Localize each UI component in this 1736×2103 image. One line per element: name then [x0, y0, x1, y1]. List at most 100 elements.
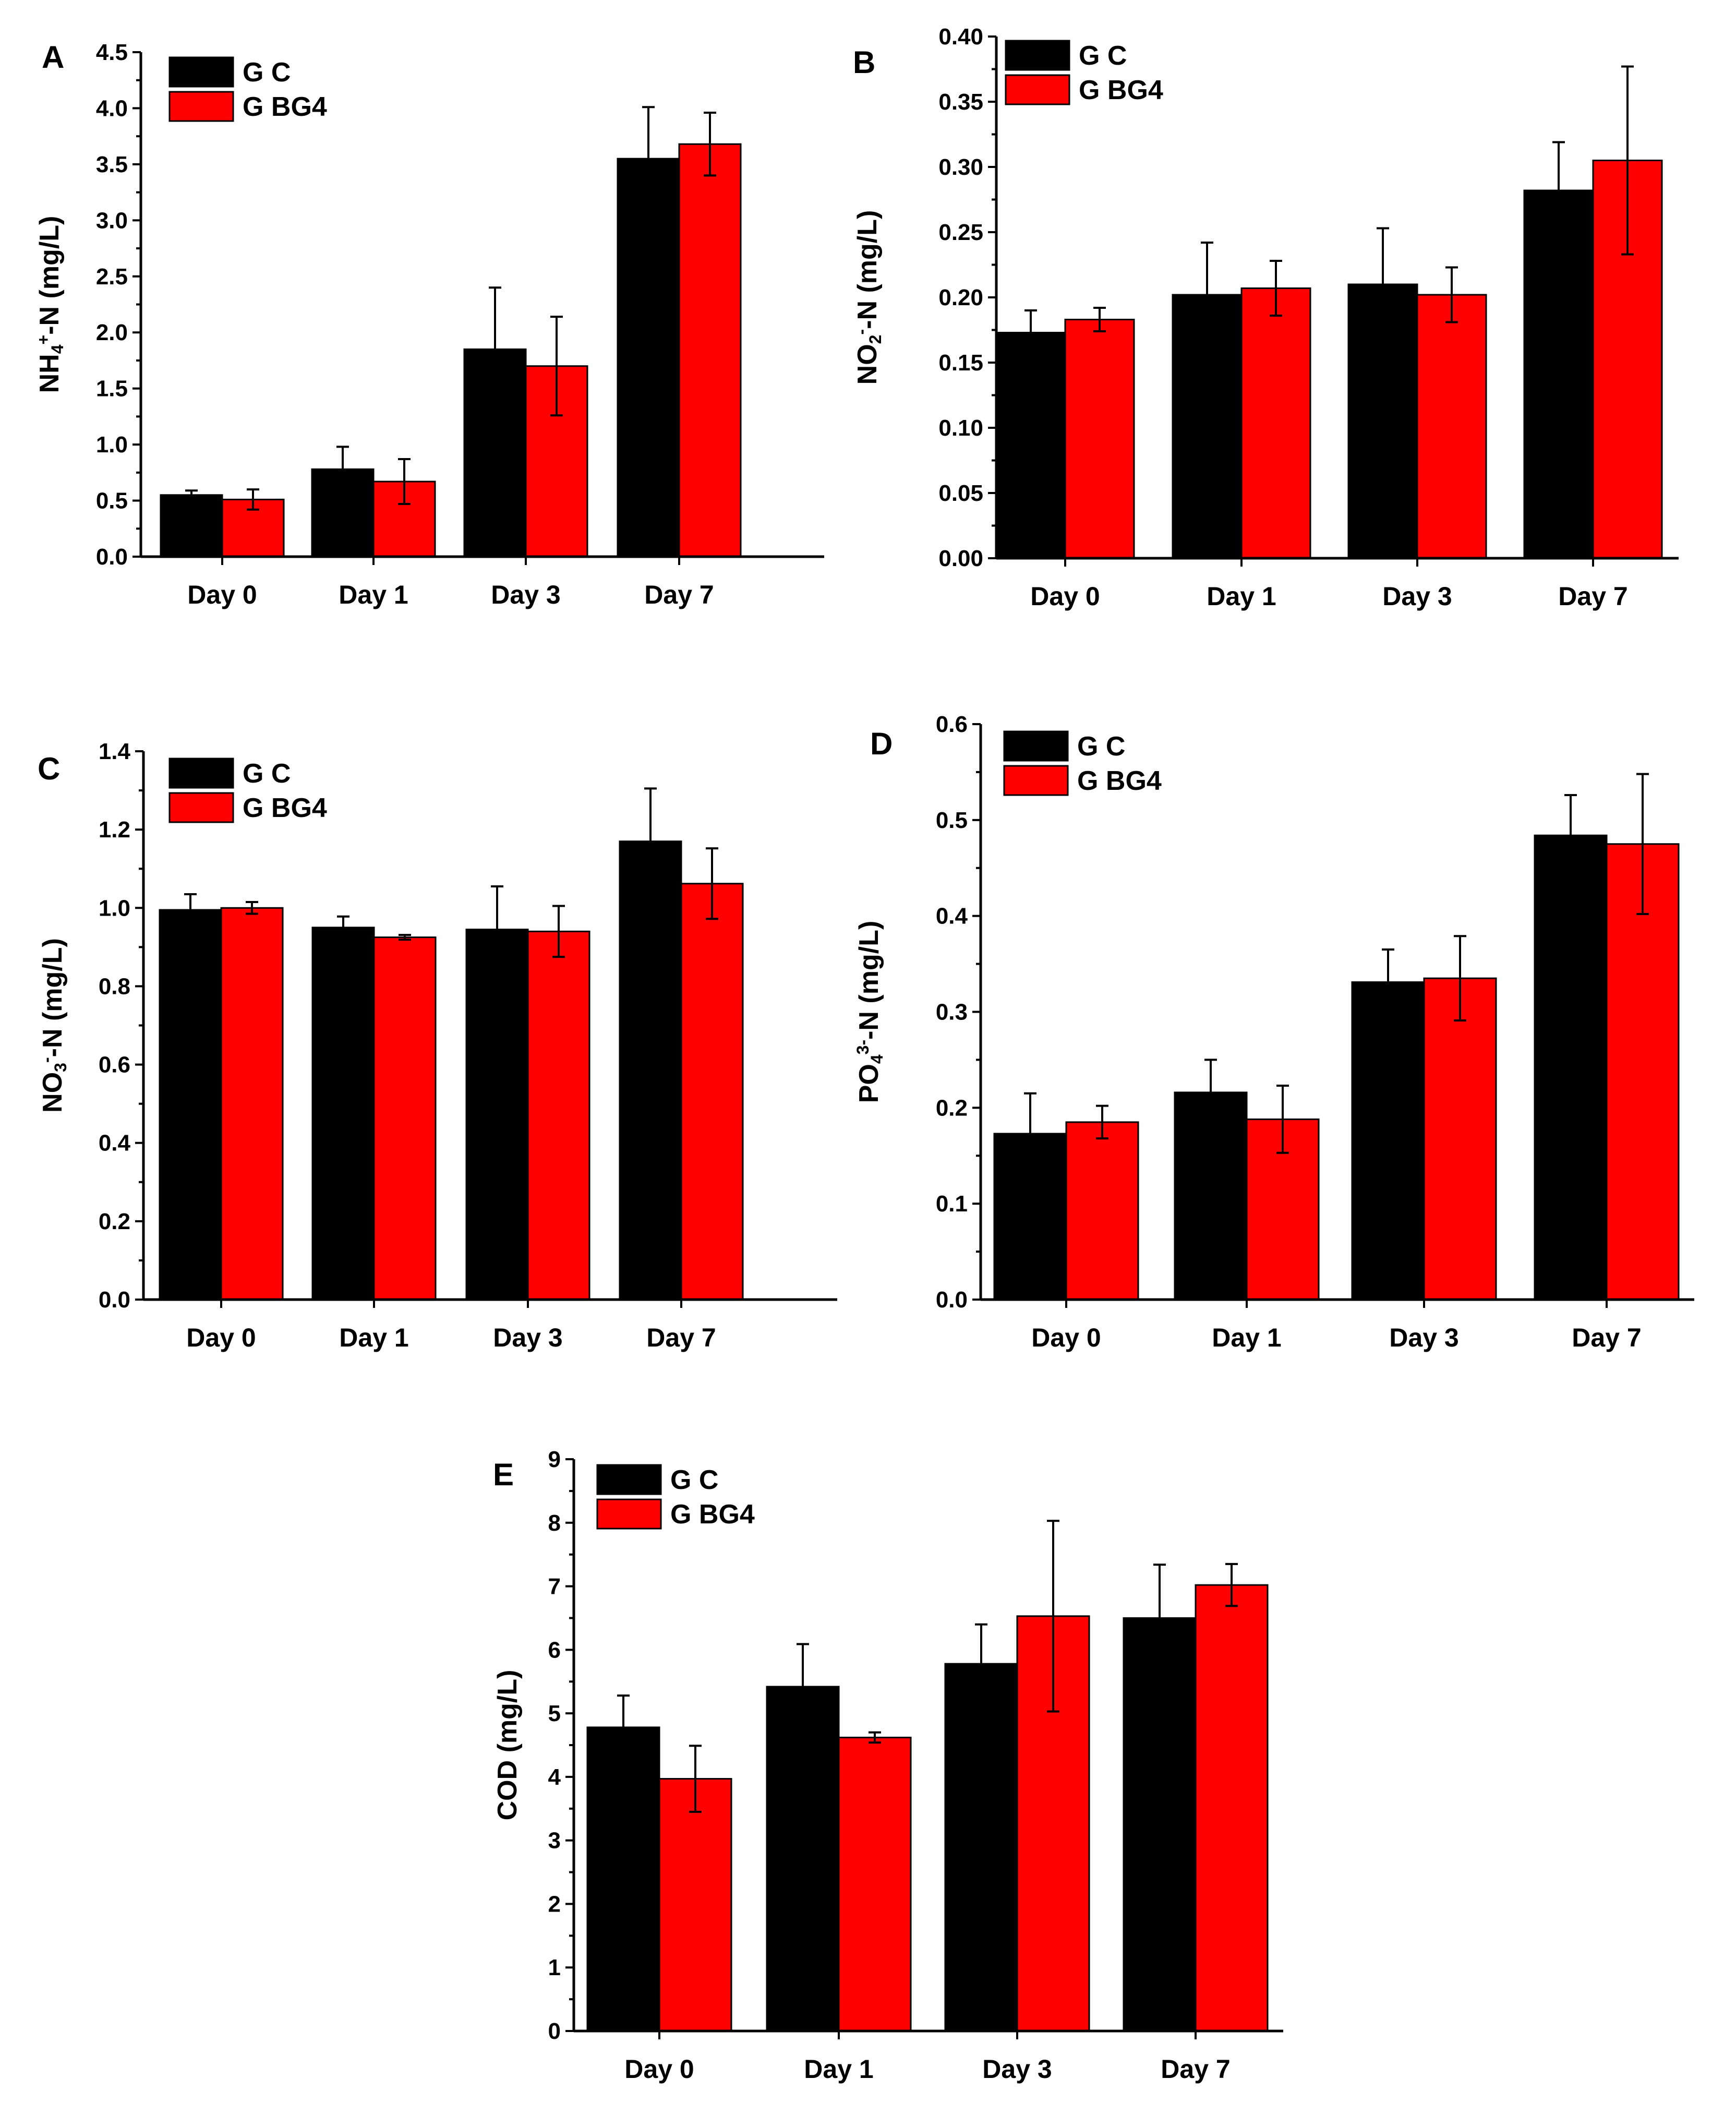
panel-d-legend-label-gc: G C [1077, 731, 1125, 762]
panel-e-ytick-label-4: 4 [548, 1764, 561, 1790]
panel-a-category-label-3: Day 7 [644, 580, 714, 609]
panel-b-bar-gbg4-1 [1240, 287, 1311, 559]
panel-d-legend-swatch-gc [1003, 730, 1069, 762]
panel-d-category-label-1: Day 1 [1212, 1323, 1281, 1352]
panel-a-bar-gc-0 [160, 494, 223, 558]
panel-d-category-label-2: Day 3 [1389, 1323, 1458, 1352]
panel-a-ytick-label-4: 2.0 [96, 320, 128, 345]
panel-b-ytick-label-6: 0.30 [938, 154, 983, 180]
panel-d-errorbar-gbg4-3 [1636, 773, 1649, 915]
panel-d-y-axis-label-sub: 4 [867, 1054, 886, 1064]
panel-b-chart: 0.00 0.05 0.10 0.15 0.20 0.25 0.30 0.35 0.40 Day … [852, 24, 1679, 611]
panel-b-category-label-3: Day 7 [1558, 582, 1628, 611]
panel-d-chart: 0.0 0.1 0.2 0.3 0.4 0.5 0.6 Day 0 Day 1 Day 3 Day … [853, 712, 1694, 1352]
panel-a-errorbar-gc-0 [185, 489, 198, 501]
panel-c-legend-label-gbg4: G BG4 [243, 793, 327, 823]
panel-e-bar-gbg4-0 [658, 1778, 732, 2032]
panel-c-ytick-label-6: 1.2 [99, 817, 130, 843]
panel-a-legend-swatch-gc [168, 56, 234, 88]
panel-c-y-axis-label-sup: - [37, 1057, 56, 1063]
panel-d-legend-label-gbg4: G BG4 [1077, 766, 1162, 796]
panel-d-y-axis-label-main: PO [854, 1064, 884, 1103]
panel-e-bar-gc-3 [1123, 1617, 1197, 2032]
panel-e-ytick-label-3: 3 [548, 1828, 561, 1854]
panel-a-bar-gbg4-3 [678, 143, 742, 558]
panel-d-bar-gbg4-0 [1065, 1121, 1139, 1301]
panel-e-ytick-label-1: 1 [548, 1955, 561, 1980]
panel-b-ytick-label-4: 0.20 [938, 285, 983, 310]
panel-d-errorbar-gbg4-0 [1096, 1104, 1108, 1140]
panel-b-y-axis-label-main: NO [852, 344, 883, 384]
panel-c-bar-gbg4-2 [527, 930, 590, 1301]
panel-e-errorbar-gc-1 [797, 1643, 809, 1731]
panel-c-category-label-0: Day 0 [186, 1323, 256, 1352]
panel-a-errorbar-gc-1 [336, 446, 349, 493]
panel-e-ytick-label-6: 6 [548, 1637, 561, 1663]
panel-e-errorbar-gbg4-3 [1225, 1563, 1238, 1607]
panel-b-y-axis-label-sub: 2 [866, 335, 885, 344]
panel-a-ytick-label-9: 4.5 [96, 40, 128, 65]
panel-e-category-label-3: Day 7 [1161, 2054, 1230, 2084]
panel-a-ytick-label-6: 3.0 [96, 208, 128, 233]
panel-e-bar-gc-1 [766, 1686, 840, 2032]
panel-d-legend-swatch-gbg4 [1003, 765, 1069, 796]
panel-c-errorbar-gbg4-1 [399, 934, 411, 941]
panel-e-ytick-label-2: 2 [548, 1891, 561, 1917]
panel-b-legend-label-gc: G C [1079, 41, 1127, 71]
panel-a-errorbar-gbg4-2 [550, 316, 563, 417]
panel-b-category-label-0: Day 0 [1030, 582, 1100, 611]
panel-b-y-axis-label-rest: -N (mg/L) [852, 210, 883, 329]
panel-c-bar-gc-2 [465, 929, 529, 1301]
panel-d-y-axis-label-rest: -N (mg/L) [854, 921, 884, 1040]
panel-c-ytick-label-1: 0.2 [99, 1209, 130, 1234]
panel-c-errorbar-gc-2 [491, 885, 503, 974]
panel-a-errorbar-gc-2 [489, 286, 501, 412]
panel-e-errorbar-gbg4-2 [1047, 1520, 1059, 1713]
panel-e-bar-gbg4-3 [1195, 1584, 1269, 2032]
panel-e-legend-swatch-gc [596, 1464, 662, 1495]
panel-d-y-axis-label: PO43--N (mg/L) [853, 921, 886, 1103]
panel-e-legend-label-gbg4: G BG4 [670, 1499, 755, 1530]
panel-c-bar-gbg4-0 [220, 907, 284, 1301]
panel-b-errorbar-gbg4-3 [1621, 65, 1634, 256]
panel-b-errorbar-gc-3 [1552, 141, 1565, 240]
panel-a-category-label-0: Day 0 [187, 580, 257, 609]
panel-c-ytick-label-0: 0.0 [99, 1287, 130, 1313]
panel-c-chart: 0.0 0.2 0.4 0.6 0.8 1.0 1.2 1.4 Day 0 Day 1 Day 3 D… [37, 739, 837, 1352]
panel-a-legend-label-gc: G C [243, 57, 291, 88]
panel-d-bar-gc-3 [1534, 834, 1608, 1301]
panel-d-ytick-label-4: 0.4 [936, 904, 968, 929]
panel-b-ytick-label-7: 0.35 [938, 89, 983, 115]
panel-b-legend-swatch-gbg4 [1005, 74, 1070, 105]
panel-e-category-label-2: Day 3 [982, 2054, 1052, 2084]
panel-e-ytick-label-7: 7 [548, 1574, 561, 1600]
panel-b-errorbar-gbg4-2 [1445, 266, 1458, 323]
panel-b-ytick-label-3: 0.15 [938, 350, 983, 376]
panel-a-errorbar-gc-3 [642, 106, 655, 211]
panel-c-bar-gbg4-3 [680, 883, 744, 1301]
panel-e-errorbar-gbg4-1 [869, 1731, 881, 1744]
panel-d-ytick-label-3: 0.3 [936, 1000, 968, 1025]
panel-e-category-label-0: Day 0 [624, 2054, 694, 2084]
panel-a-category-label-1: Day 1 [339, 580, 408, 609]
panel-c-ytick-label-7: 1.4 [99, 739, 131, 764]
panel-d-y-axis-label-sup: 3- [853, 1040, 872, 1054]
panel-e-y-axis-label: COD (mg/L) [492, 1670, 523, 1821]
panel-e-bar-gc-0 [586, 1726, 660, 2032]
panel-a-errorbar-gbg4-3 [704, 112, 716, 177]
panel-b-category-label-1: Day 1 [1207, 582, 1276, 611]
panel-b-ytick-label-2: 0.10 [938, 415, 983, 441]
panel-c-legend-label-gc: G C [243, 759, 291, 789]
panel-c-ytick-label-4: 0.8 [99, 974, 130, 999]
panel-e-ytick-label-8: 8 [548, 1510, 561, 1536]
panel-b-errorbar-gc-1 [1201, 242, 1213, 348]
panel-c-bar-gbg4-1 [373, 936, 437, 1301]
panel-b-bar-gbg4-2 [1416, 294, 1487, 559]
panel-a-y-axis-label-rest: -N (mg/L) [34, 216, 65, 335]
panel-c-panel-label: C [38, 751, 60, 786]
panel-e-chart: 0 1 2 3 4 5 6 7 8 9 Day 0 Day 1 Day 3 Day 7 COD (mg/L)… [492, 1447, 1283, 2084]
panel-a-y-axis-label-sup: + [34, 335, 53, 345]
panel-a-chart: 0.0 0.5 1.0 1.5 2.0 2.5 3.0 3.5 4.0 4.5 Day 0 Day 1… [34, 40, 824, 609]
panel-c-bar-gc-1 [311, 927, 375, 1301]
panel-a-category-label-2: Day 3 [491, 580, 560, 609]
